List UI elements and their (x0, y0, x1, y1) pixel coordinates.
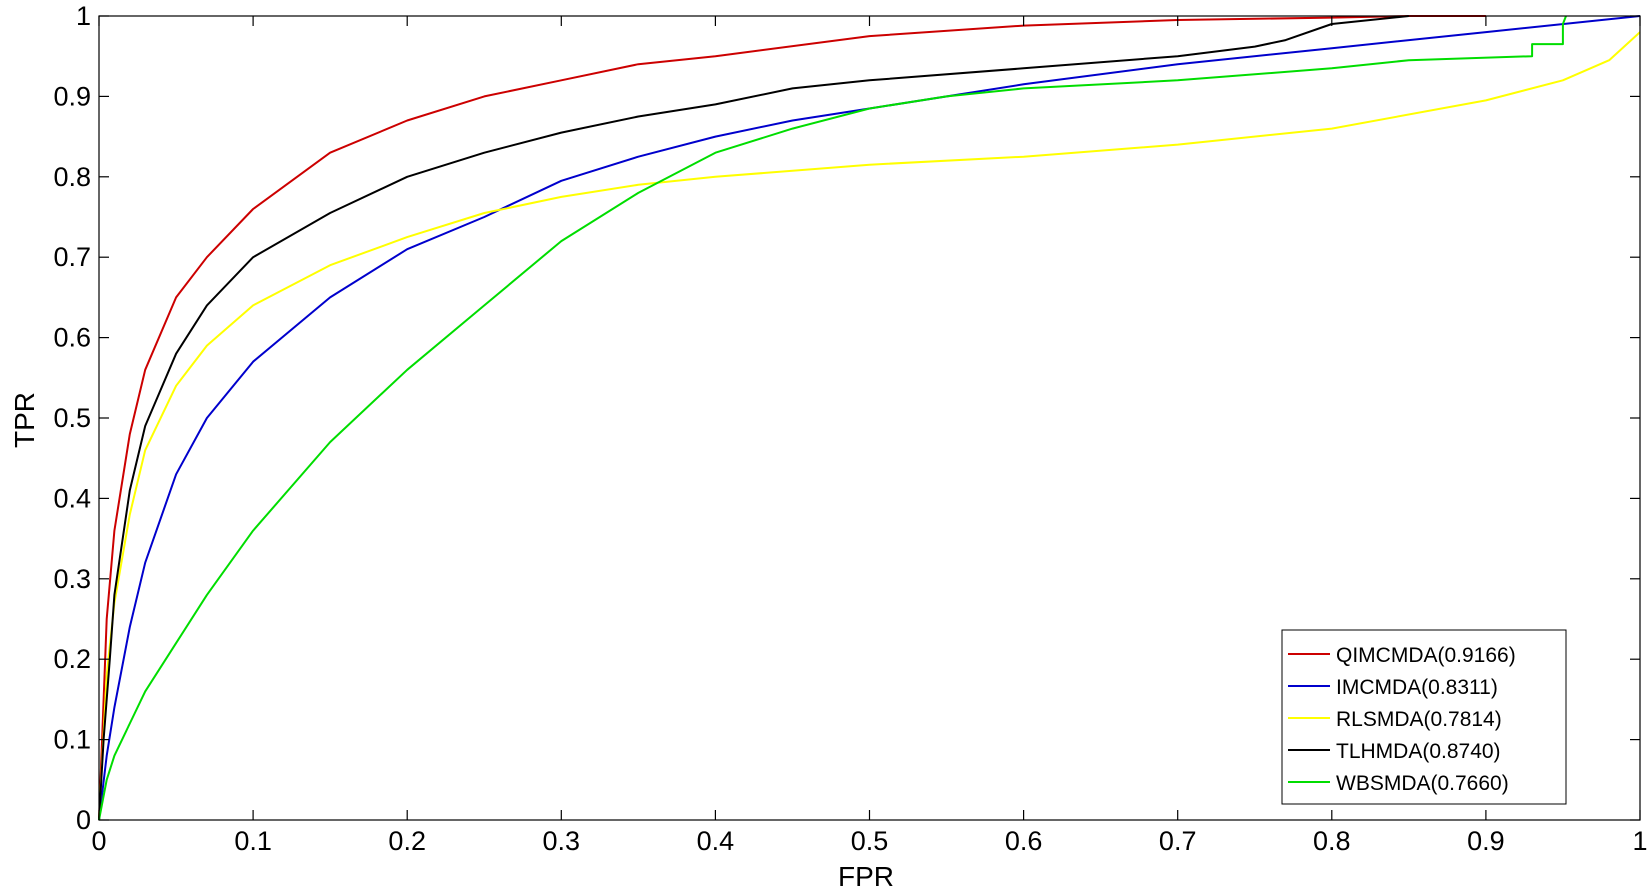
y-tick-label: 0.8 (53, 162, 91, 192)
y-tick-label: 1 (76, 1, 91, 31)
x-tick-label: 0.8 (1313, 826, 1351, 856)
x-tick-label: 1 (1632, 826, 1647, 856)
series-line-1 (98, 15, 1486, 821)
x-tick-label: 0.5 (851, 826, 889, 856)
series-line-4 (98, 15, 1409, 821)
legend-label-2: IMCMDA(0.8311) (1336, 676, 1498, 699)
legend-label-4: TLHMDA(0.8740) (1336, 740, 1501, 763)
x-tick-label: 0.3 (543, 826, 581, 856)
ticks-layer: 0 0.1 0.2 0.3 0.4 0.5 0.6 0.7 0.8 0.9 1 0 0.1 0.2 0.3 0… (53, 1, 1647, 856)
y-tick-label: 0.1 (53, 725, 91, 755)
series-line-2 (98, 15, 1641, 821)
x-tick-label: 0.4 (697, 826, 735, 856)
legend-label-3: RLSMDA(0.7814) (1336, 708, 1502, 731)
legend: QIMCMDA(0.9166) IMCMDA(0.8311) RLSMDA(0.78… (1281, 629, 1567, 805)
legend-label-5: WBSMDA(0.7660) (1336, 772, 1509, 795)
series-layer (98, 15, 1641, 821)
y-tick-label: 0.4 (53, 483, 91, 513)
x-tick-label: 0.9 (1467, 826, 1505, 856)
legend-label-1: QIMCMDA(0.9166) (1336, 644, 1516, 667)
y-axis-title: TPR (9, 392, 40, 448)
y-tick-label: 0.9 (53, 81, 91, 111)
y-tick-label: 0.6 (53, 323, 91, 353)
x-tick-label: 0.6 (1005, 826, 1043, 856)
y-tick-label: 0 (76, 805, 91, 835)
series-line-3 (98, 31, 1641, 821)
y-tick-label: 0.7 (53, 242, 91, 272)
x-tick-label: 0 (91, 826, 106, 856)
x-tick-label: 0.7 (1159, 826, 1197, 856)
x-tick-label: 0.2 (388, 826, 426, 856)
y-tick-label: 0.2 (53, 644, 91, 674)
y-tick-label: 0.5 (53, 403, 91, 433)
x-axis-title: FPR (838, 861, 894, 892)
y-tick-label: 0.3 (53, 564, 91, 594)
series-line-5 (98, 15, 1567, 821)
x-tick-label: 0.1 (234, 826, 272, 856)
